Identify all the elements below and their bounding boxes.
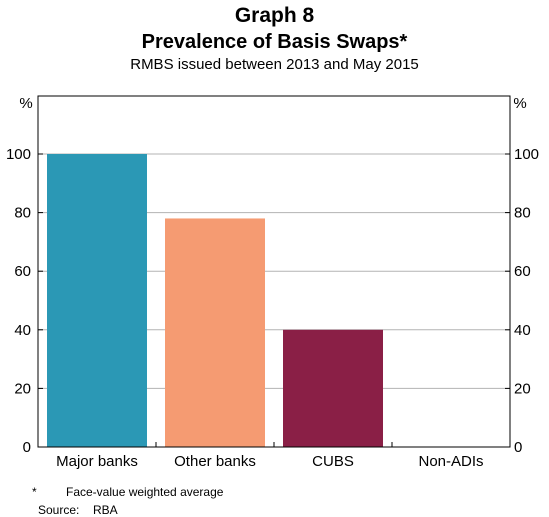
footnote-marker: * (32, 485, 37, 499)
y-tick-label-left: 40 (14, 322, 31, 339)
y-tick-label-left: 0 (23, 439, 31, 456)
x-tick-label: Other banks (174, 453, 256, 470)
y-tick-label-left: 80 (14, 205, 31, 222)
bar-major-banks (47, 154, 147, 447)
bar-cubs (283, 329, 383, 447)
source-label: Source: (38, 503, 80, 517)
footnote-text: Face-value weighted average (66, 485, 224, 499)
y-tick-label-right: 0 (514, 439, 522, 456)
y-tick-label-right: 20 (514, 380, 531, 397)
graph-number: Graph 8 (234, 4, 315, 27)
x-tick-label: CUBS (312, 453, 354, 470)
bar-other-banks (165, 218, 265, 447)
y-tick-label-right: 80 (514, 205, 531, 222)
y-tick-label-right: 60 (514, 263, 531, 280)
y-axis-label-left: % (19, 95, 32, 112)
chart-title: Prevalence of Basis Swaps* (141, 31, 408, 53)
y-tick-label-right: 40 (514, 322, 531, 339)
x-tick-label: Non-ADIs (418, 453, 483, 470)
y-tick-label-left: 20 (14, 380, 31, 397)
y-tick-label-right: 100 (514, 146, 539, 163)
y-tick-label-left: 100 (6, 146, 31, 163)
y-tick-label-left: 60 (14, 263, 31, 280)
y-axis-label-right: % (513, 95, 526, 112)
x-tick-label: Major banks (56, 453, 138, 470)
chart-subtitle: RMBS issued between 2013 and May 2015 (130, 56, 419, 73)
source-text: RBA (93, 503, 118, 517)
